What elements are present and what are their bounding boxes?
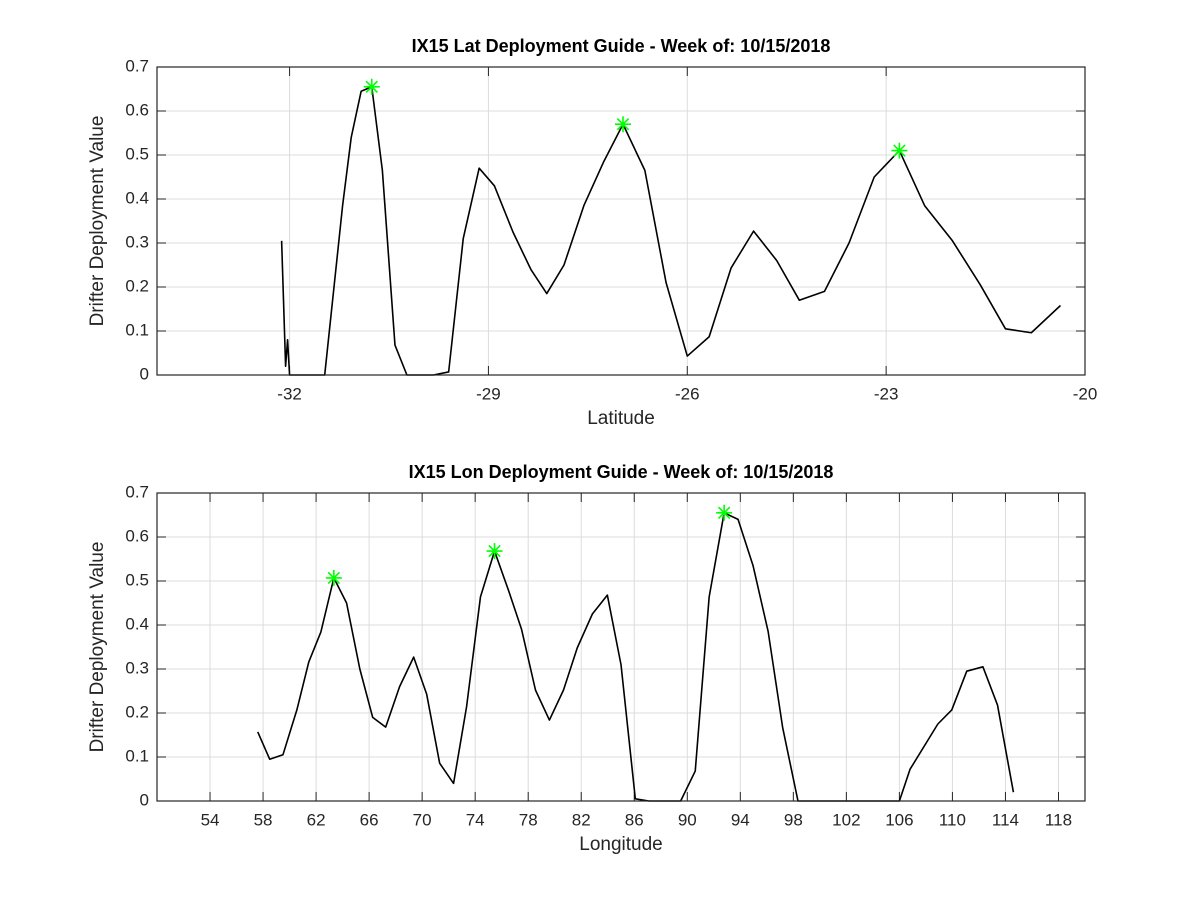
x-tick-label: 70: [413, 810, 432, 829]
chart-title: IX15 Lat Deployment Guide - Week of: 10/…: [412, 36, 831, 56]
axes-box: [156, 66, 1086, 376]
chart-title: IX15 Lon Deployment Guide - Week of: 10/…: [409, 462, 834, 482]
peak-marker: [614, 116, 631, 133]
x-tick-label: 66: [360, 810, 379, 829]
axes-box: [156, 492, 1086, 802]
x-tick-label: -32: [277, 384, 302, 403]
x-tick-label: -26: [675, 384, 700, 403]
y-axis-label: Drifter Deployment Value: [87, 116, 108, 327]
x-tick-label: -23: [874, 384, 899, 403]
x-tick-label: -29: [476, 384, 501, 403]
peak-marker: [716, 504, 733, 521]
y-tick-label: 0.5: [125, 570, 149, 589]
x-tick-label: 114: [992, 810, 1019, 829]
plot-area: [157, 493, 1085, 801]
x-axis-label: Latitude: [587, 408, 655, 429]
y-tick-label: 0.5: [125, 144, 149, 163]
x-tick-label: 78: [519, 810, 538, 829]
x-tick-label: 54: [201, 810, 220, 829]
y-tick-label: 0.1: [125, 320, 149, 339]
x-tick-label: 98: [784, 810, 803, 829]
x-tick-label: 106: [885, 810, 913, 829]
y-tick-label: 0.2: [125, 276, 149, 295]
x-tick-label: 62: [307, 810, 326, 829]
data-line: [280, 86, 1062, 376]
x-tick-label: 110: [939, 810, 966, 829]
x-tick-label: 86: [625, 810, 644, 829]
peak-marker: [486, 543, 503, 560]
y-tick-label: 0.6: [125, 100, 149, 119]
x-tick-label: 94: [731, 810, 750, 829]
y-tick-label: 0.3: [125, 658, 149, 677]
x-tick-label: -20: [1073, 384, 1098, 403]
x-tick-label: 82: [572, 810, 591, 829]
y-tick-label: 0.4: [125, 188, 149, 207]
x-axis-label: Longitude: [579, 834, 662, 855]
x-tick-label: 58: [254, 810, 273, 829]
x-tick-label: 102: [832, 810, 860, 829]
peak-marker: [363, 78, 380, 95]
y-tick-label: 0.6: [125, 526, 149, 545]
x-tick-label: 118: [1045, 810, 1072, 829]
y-tick-label: 0.7: [125, 56, 149, 75]
y-tick-label: 0.2: [125, 702, 149, 721]
y-tick-label: 0.1: [125, 746, 149, 765]
peak-marker: [325, 569, 342, 586]
y-tick-label: 0.4: [125, 614, 149, 633]
y-tick-label: 0: [140, 790, 149, 809]
peak-marker: [891, 142, 908, 159]
plot-area: [157, 67, 1085, 375]
y-tick-label: 0.3: [125, 232, 149, 251]
y-tick-label: 0: [140, 364, 149, 383]
y-tick-label: 0.7: [125, 482, 149, 501]
x-tick-label: 90: [678, 810, 697, 829]
x-tick-label: 74: [466, 810, 485, 829]
y-axis-label: Drifter Deployment Value: [87, 542, 108, 753]
